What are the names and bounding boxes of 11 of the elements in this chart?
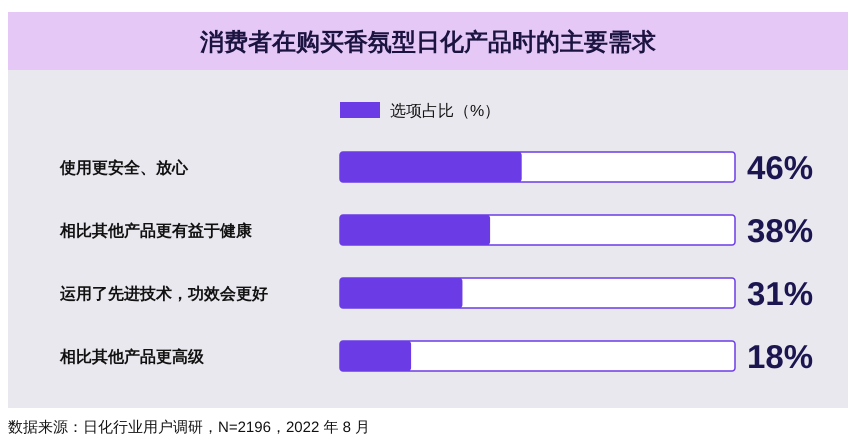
y-tick-label: 运用了先进技术，功效会更好 bbox=[59, 285, 268, 303]
legend-label: 选项占比（%） bbox=[390, 102, 500, 120]
source-note: 数据来源：日化行业用户调研，N=2196，2022 年 8 月 bbox=[8, 419, 370, 436]
data-label: 46% bbox=[747, 149, 814, 186]
y-tick-label: 使用更安全、放心 bbox=[59, 158, 189, 177]
data-label: 31% bbox=[747, 275, 814, 312]
chart-title: 消费者在购买香氛型日化产品时的主要需求 bbox=[199, 28, 657, 56]
y-tick-label: 相比其他产品更高级 bbox=[59, 347, 205, 366]
data-label: 18% bbox=[747, 338, 814, 375]
y-tick-label: 相比其他产品更有益于健康 bbox=[59, 222, 253, 240]
data-label: 38% bbox=[747, 212, 814, 249]
